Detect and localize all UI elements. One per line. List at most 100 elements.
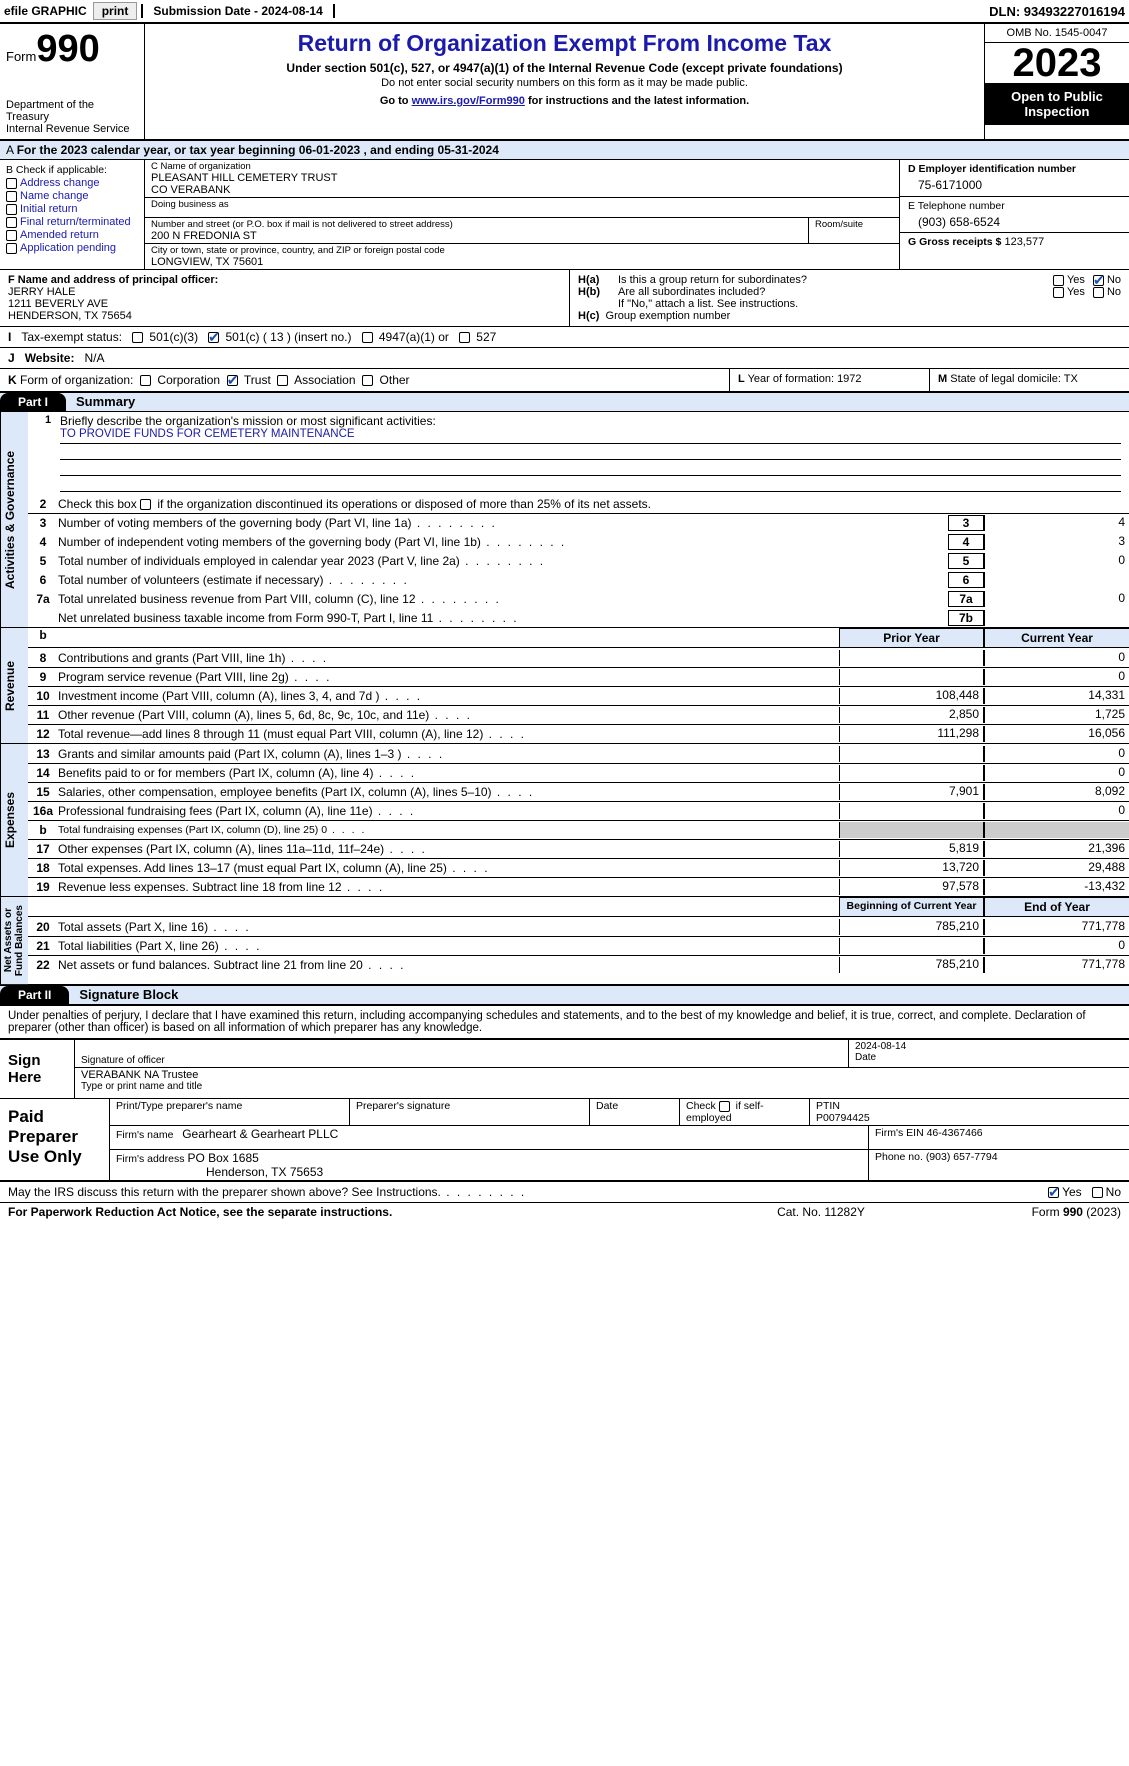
website: N/A bbox=[85, 351, 105, 365]
open-to-public: Open to Public Inspection bbox=[985, 83, 1129, 125]
gov-line-7a: 7aTotal unrelated business revenue from … bbox=[28, 589, 1129, 608]
ha-yes[interactable]: Yes bbox=[1053, 274, 1085, 286]
mission-text: TO PROVIDE FUNDS FOR CEMETERY MAINTENANC… bbox=[60, 428, 1121, 444]
line-10: 10Investment income (Part VIII, column (… bbox=[28, 686, 1129, 705]
hdr-prior-year: Prior Year bbox=[839, 628, 984, 647]
hdr-end-year: End of Year bbox=[984, 897, 1129, 916]
sig-date: 2024-08-14 bbox=[855, 1041, 1123, 1052]
cb-trust[interactable]: Trust bbox=[227, 373, 271, 387]
hdr-begin-year: Beginning of Current Year bbox=[839, 897, 984, 916]
city-state-zip: LONGVIEW, TX 75601 bbox=[151, 256, 893, 268]
part2-header: Part IISignature Block bbox=[0, 985, 1129, 1005]
dept-label: Department of the Treasury Internal Reve… bbox=[6, 99, 138, 135]
org-name: PLEASANT HILL CEMETERY TRUST CO VERABANK bbox=[151, 172, 893, 196]
cb-501c[interactable]: 501(c) ( 13 ) (insert no.) bbox=[208, 330, 351, 344]
line2-text: Check this box if the organization disco… bbox=[58, 497, 1129, 511]
street-address: 200 N FREDONIA ST bbox=[151, 230, 802, 242]
line-20: 20Total assets (Part X, line 16)785,2107… bbox=[28, 917, 1129, 936]
entity-block: B Check if applicable: Address change Na… bbox=[0, 160, 1129, 270]
paid-preparer-label: Paid Preparer Use Only bbox=[0, 1099, 110, 1180]
gov-line-6: 6Total number of volunteers (estimate if… bbox=[28, 570, 1129, 589]
cb-app-pending[interactable]: Application pending bbox=[6, 242, 138, 254]
hb-yes[interactable]: Yes bbox=[1053, 286, 1085, 298]
disc-yes[interactable]: Yes bbox=[1048, 1185, 1082, 1199]
ha-no[interactable]: No bbox=[1093, 274, 1121, 286]
firm-name: Gearheart & Gearheart PLLC bbox=[182, 1127, 338, 1141]
officer-addr2: HENDERSON, TX 75654 bbox=[8, 310, 561, 322]
line-13: 13Grants and similar amounts paid (Part … bbox=[28, 744, 1129, 763]
gov-line-7b: Net unrelated business taxable income fr… bbox=[28, 608, 1129, 627]
dln-label: DLN: 93493227016194 bbox=[989, 4, 1125, 19]
cb-self-employed[interactable]: Check if self-employed bbox=[680, 1099, 810, 1125]
gov-line-5: 5Total number of individuals employed in… bbox=[28, 551, 1129, 570]
form-number: Form990 bbox=[6, 28, 138, 71]
line-22: 22Net assets or fund balances. Subtract … bbox=[28, 955, 1129, 974]
disc-no[interactable]: No bbox=[1092, 1185, 1121, 1199]
officer-name-title: VERABANK NA Trustee bbox=[81, 1069, 1123, 1081]
firm-addr2: Henderson, TX 75653 bbox=[116, 1165, 862, 1179]
page-footer: For Paperwork Reduction Act Notice, see … bbox=[0, 1202, 1129, 1221]
form-subtitle: Under section 501(c), 527, or 4947(a)(1)… bbox=[153, 61, 976, 75]
line-17: 17Other expenses (Part IX, column (A), l… bbox=[28, 839, 1129, 858]
cb-other[interactable]: Other bbox=[362, 373, 409, 387]
year-formed: 1972 bbox=[837, 373, 861, 385]
tax-year: 2023 bbox=[985, 43, 1129, 83]
form-header: Form990 Department of the Treasury Inter… bbox=[0, 24, 1129, 141]
ptin: P00794425 bbox=[816, 1112, 1123, 1124]
irs-link[interactable]: www.irs.gov/Form990 bbox=[412, 95, 525, 107]
firm-phone: (903) 657-7794 bbox=[926, 1151, 998, 1163]
f-h-row: F Name and address of principal officer:… bbox=[0, 270, 1129, 327]
cb-final-return[interactable]: Final return/terminated bbox=[6, 216, 138, 228]
efile-label: efile GRAPHIC bbox=[4, 4, 87, 18]
line-16a: 16aProfessional fundraising fees (Part I… bbox=[28, 801, 1129, 820]
officer-addr1: 1211 BEVERLY AVE bbox=[8, 298, 561, 310]
gov-line-4: 4Number of independent voting members of… bbox=[28, 532, 1129, 551]
box-c: C Name of organizationPLEASANT HILL CEME… bbox=[145, 160, 899, 269]
cb-assoc[interactable]: Association bbox=[277, 373, 355, 387]
expenses-section: Expenses 13Grants and similar amounts pa… bbox=[0, 744, 1129, 897]
line-11: 11Other revenue (Part VIII, column (A), … bbox=[28, 705, 1129, 724]
discuss-row: May the IRS discuss this return with the… bbox=[0, 1182, 1129, 1202]
line-9: 9Program service revenue (Part VIII, lin… bbox=[28, 667, 1129, 686]
cb-527[interactable]: 527 bbox=[459, 330, 496, 344]
signature-block: Under penalties of perjury, I declare th… bbox=[0, 1005, 1129, 1221]
cb-address-change[interactable]: Address change bbox=[6, 177, 138, 189]
officer-name: JERRY HALE bbox=[8, 286, 561, 298]
line-15: 15Salaries, other compensation, employee… bbox=[28, 782, 1129, 801]
tax-year-line: A For the 2023 calendar year, or tax yea… bbox=[0, 141, 1129, 160]
vtab-governance: Activities & Governance bbox=[0, 412, 28, 627]
gross-receipts: 123,577 bbox=[1004, 236, 1044, 248]
firm-addr1: PO Box 1685 bbox=[187, 1151, 258, 1165]
revenue-section: Revenue b Prior Year Current Year 8Contr… bbox=[0, 628, 1129, 744]
hb-no[interactable]: No bbox=[1093, 286, 1121, 298]
submission-date: Submission Date - 2024-08-14 bbox=[141, 4, 334, 18]
part1-header: Part ISummary bbox=[0, 392, 1129, 412]
governance-section: Activities & Governance 1Briefly describ… bbox=[0, 412, 1129, 628]
form-title: Return of Organization Exempt From Incom… bbox=[153, 30, 976, 57]
cb-amended[interactable]: Amended return bbox=[6, 229, 138, 241]
cb-initial-return[interactable]: Initial return bbox=[6, 203, 138, 215]
top-toolbar: efile GRAPHIC print Submission Date - 20… bbox=[0, 0, 1129, 24]
line-14: 14Benefits paid to or for members (Part … bbox=[28, 763, 1129, 782]
vtab-netassets: Net Assets or Fund Balances bbox=[0, 897, 28, 984]
ssn-note: Do not enter social security numbers on … bbox=[153, 77, 976, 89]
box-j: J Website: N/A bbox=[0, 348, 1129, 369]
box-i: I Tax-exempt status: 501(c)(3) 501(c) ( … bbox=[0, 327, 1129, 348]
cb-4947[interactable]: 4947(a)(1) or bbox=[362, 330, 449, 344]
ein: 75-6171000 bbox=[908, 175, 1121, 192]
print-button[interactable]: print bbox=[93, 2, 138, 20]
box-b: B Check if applicable: Address change Na… bbox=[0, 160, 145, 269]
domicile: TX bbox=[1064, 373, 1078, 385]
cb-corp[interactable]: Corporation bbox=[140, 373, 220, 387]
gov-line-3: 3Number of voting members of the governi… bbox=[28, 513, 1129, 532]
k-l-m-row: K Form of organization: Corporation Trus… bbox=[0, 369, 1129, 392]
cat-no: Cat. No. 11282Y bbox=[721, 1205, 921, 1219]
declaration: Under penalties of perjury, I declare th… bbox=[0, 1005, 1129, 1038]
cb-name-change[interactable]: Name change bbox=[6, 190, 138, 202]
line-18: 18Total expenses. Add lines 13–17 (must … bbox=[28, 858, 1129, 877]
line-b: bTotal fundraising expenses (Part IX, co… bbox=[28, 820, 1129, 839]
cb-discontinued[interactable] bbox=[140, 499, 151, 510]
phone: (903) 658-6524 bbox=[908, 212, 1121, 229]
goto-note: Go to www.irs.gov/Form990 for instructio… bbox=[153, 95, 976, 107]
cb-501c3[interactable]: 501(c)(3) bbox=[132, 330, 198, 344]
